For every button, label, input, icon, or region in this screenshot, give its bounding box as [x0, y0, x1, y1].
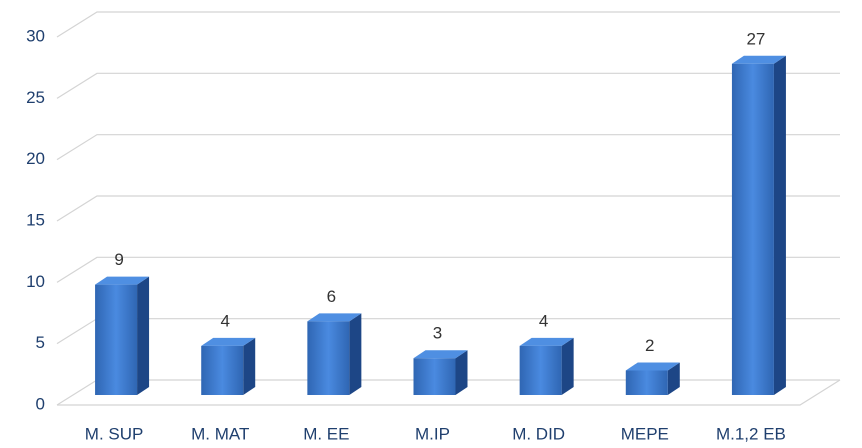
- bar: [625, 362, 680, 395]
- value-label: 3: [433, 324, 442, 343]
- x-tick-label: M.IP: [415, 424, 450, 443]
- value-label: 6: [327, 287, 336, 306]
- y-tick-label: 25: [26, 88, 45, 107]
- grid-line: [56, 11, 840, 38]
- grid-line: [56, 195, 840, 222]
- y-tick-label: 30: [26, 26, 45, 45]
- bar-top: [625, 362, 680, 371]
- value-label: 4: [220, 311, 229, 330]
- floor: [57, 379, 841, 406]
- bar-side: [773, 55, 786, 396]
- bar: [307, 313, 362, 395]
- y-tick-label: 20: [26, 149, 45, 168]
- bar: [731, 55, 786, 396]
- bar-top: [731, 55, 786, 64]
- value-label: 27: [746, 29, 765, 48]
- x-tick-label: M.1,2 EB: [716, 424, 786, 443]
- grid-line: [56, 256, 840, 283]
- x-tick-label: M. SUP: [85, 424, 144, 443]
- bar-top: [95, 276, 150, 285]
- grid-line: [56, 72, 840, 99]
- y-tick-label: 15: [26, 210, 45, 229]
- bar-front: [201, 345, 244, 395]
- bar-front: [731, 63, 774, 396]
- bar-side: [455, 350, 468, 395]
- bar: [201, 337, 256, 395]
- y-tick-label: 5: [36, 333, 45, 352]
- bar: [413, 350, 468, 395]
- value-label: 2: [645, 336, 654, 355]
- bar-top: [519, 337, 574, 346]
- value-label: 9: [114, 250, 123, 269]
- grid-line: [56, 318, 840, 345]
- bar-top: [201, 337, 256, 346]
- y-tick-label: 0: [36, 394, 45, 413]
- bar-side: [349, 313, 362, 395]
- x-tick-label: M. EE: [303, 424, 349, 443]
- bar-front: [519, 345, 562, 395]
- bar-side: [243, 337, 256, 395]
- bar-front: [95, 284, 138, 395]
- value-label: 4: [539, 311, 548, 330]
- x-tick-label: MEPE: [621, 424, 669, 443]
- bar-side: [667, 362, 680, 395]
- x-tick-label: M. DID: [512, 424, 565, 443]
- grid-line: [56, 134, 840, 161]
- bar-front: [625, 370, 668, 395]
- bar-front: [413, 358, 456, 395]
- bar: [519, 337, 574, 395]
- bar-side: [137, 276, 150, 395]
- bar: [95, 276, 150, 395]
- bar-top: [413, 350, 468, 359]
- y-tick-label: 10: [26, 272, 45, 291]
- bar-top: [307, 313, 362, 322]
- x-tick-label: M. MAT: [191, 424, 249, 443]
- bar-front: [307, 321, 350, 395]
- bar-side: [561, 337, 574, 395]
